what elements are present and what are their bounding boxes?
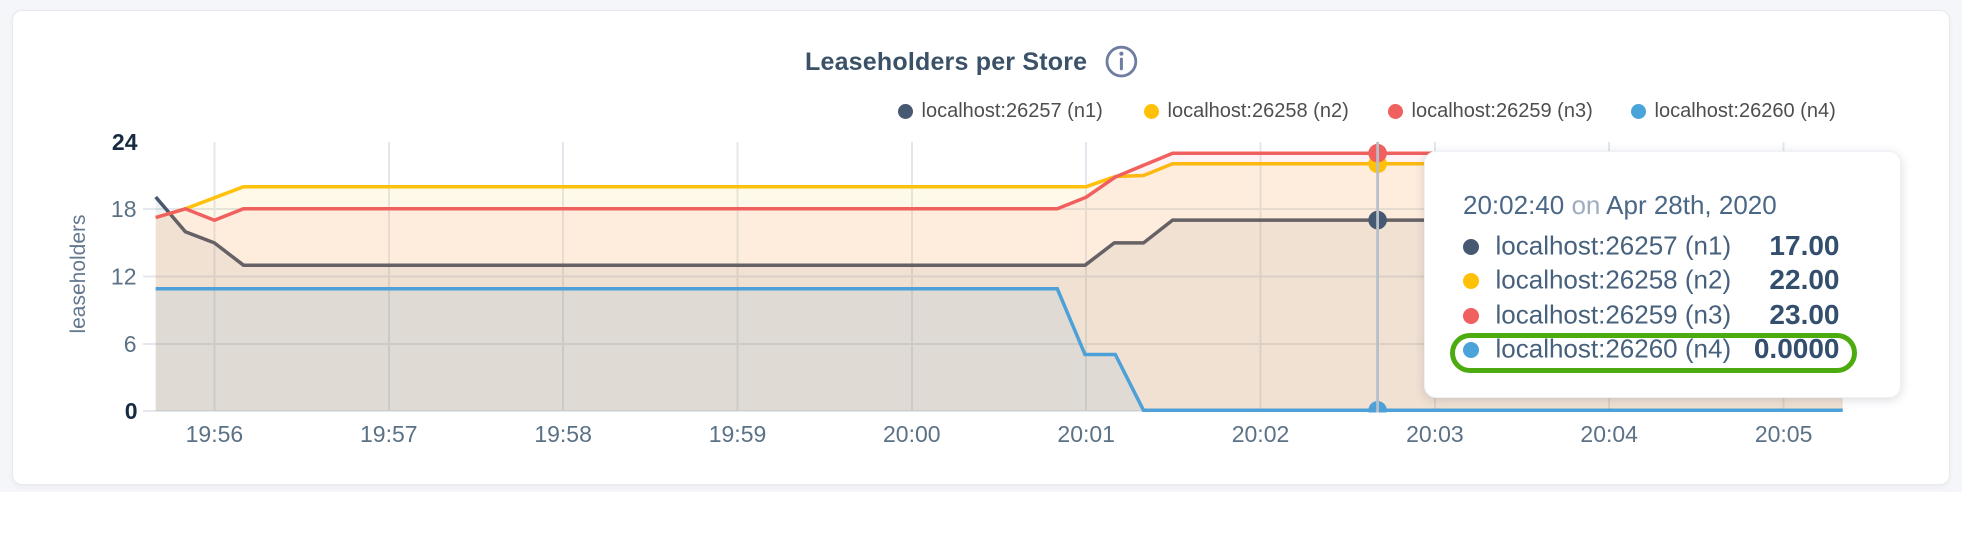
svg-text:12: 12 <box>111 264 137 290</box>
svg-text:19:56: 19:56 <box>186 421 244 447</box>
svg-text:20:03: 20:03 <box>1406 421 1464 447</box>
svg-text:6: 6 <box>124 331 137 357</box>
svg-text:18: 18 <box>111 196 137 222</box>
svg-text:20:05: 20:05 <box>1755 421 1813 447</box>
svg-text:20:00: 20:00 <box>883 421 941 447</box>
svg-text:0: 0 <box>125 398 138 424</box>
svg-text:24: 24 <box>112 129 138 155</box>
svg-text:19:57: 19:57 <box>360 421 418 447</box>
svg-text:19:58: 19:58 <box>534 421 592 447</box>
svg-text:20:02: 20:02 <box>1232 421 1290 447</box>
svg-text:leaseholders: leaseholders <box>67 214 90 333</box>
svg-text:19:59: 19:59 <box>709 421 767 447</box>
svg-text:20:01: 20:01 <box>1057 421 1115 447</box>
svg-text:20:04: 20:04 <box>1580 421 1638 447</box>
